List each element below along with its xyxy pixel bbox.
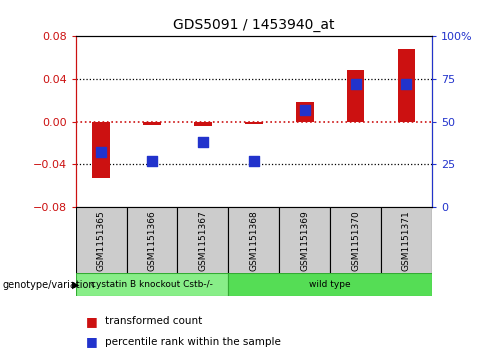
Text: GSM1151366: GSM1151366 — [147, 210, 157, 271]
Bar — [398, 49, 415, 122]
Text: ■: ■ — [85, 315, 97, 328]
Bar — [76, 207, 126, 274]
Text: wild type: wild type — [309, 280, 351, 289]
Text: GSM1151370: GSM1151370 — [351, 210, 360, 271]
Bar — [330, 207, 381, 274]
Bar — [194, 122, 212, 126]
Point — [301, 107, 308, 113]
Text: GSM1151365: GSM1151365 — [97, 210, 105, 271]
Text: transformed count: transformed count — [105, 316, 202, 326]
Bar — [143, 122, 161, 125]
Point — [403, 81, 410, 87]
Bar — [296, 102, 314, 122]
Bar — [92, 122, 110, 178]
Point — [199, 139, 207, 145]
Bar — [228, 207, 279, 274]
Bar — [228, 273, 432, 296]
Text: genotype/variation: genotype/variation — [2, 280, 95, 290]
Bar — [279, 207, 330, 274]
Bar — [245, 122, 263, 124]
Point — [352, 81, 360, 87]
Bar — [76, 273, 228, 296]
Text: GSM1151371: GSM1151371 — [402, 210, 411, 271]
Bar — [346, 70, 365, 122]
Point — [250, 158, 258, 164]
Title: GDS5091 / 1453940_at: GDS5091 / 1453940_at — [173, 19, 334, 33]
Point — [97, 150, 105, 155]
Bar — [178, 207, 228, 274]
Text: ■: ■ — [85, 335, 97, 348]
Bar — [381, 207, 432, 274]
Point — [148, 158, 156, 164]
Text: cystatin B knockout Cstb-/-: cystatin B knockout Cstb-/- — [91, 280, 213, 289]
Text: GSM1151368: GSM1151368 — [249, 210, 258, 271]
Text: ▶: ▶ — [72, 280, 80, 290]
Text: GSM1151369: GSM1151369 — [300, 210, 309, 271]
Bar — [126, 207, 178, 274]
Text: percentile rank within the sample: percentile rank within the sample — [105, 337, 281, 347]
Text: GSM1151367: GSM1151367 — [198, 210, 207, 271]
